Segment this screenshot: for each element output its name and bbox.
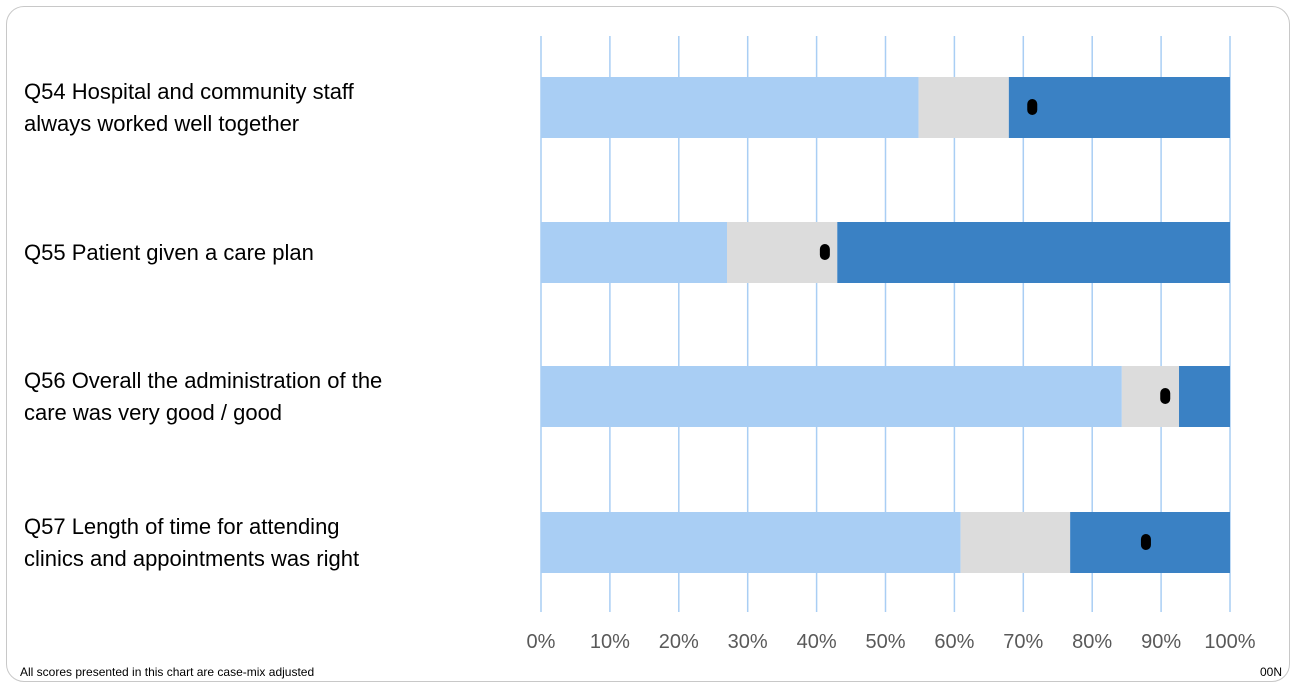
category-label-0: Q54 Hospital and community staff always …: [24, 78, 354, 136]
chart-code: 00N: [1259, 665, 1282, 679]
x-tick-label-8: 80%: [1072, 631, 1112, 653]
category-label-3: Q57 Length of time for attending clinics…: [24, 513, 360, 571]
x-tick-label-1: 10%: [590, 631, 630, 653]
marker-q1: [819, 244, 830, 260]
x-tick-label-4: 40%: [797, 631, 837, 653]
bar-q3-seg0: [541, 512, 961, 573]
bar-q2-seg1: [1121, 366, 1180, 427]
bar-q2-seg2: [1179, 366, 1230, 427]
x-tick-label-7: 70%: [1003, 631, 1043, 653]
x-tick-label-0: 0%: [527, 631, 556, 653]
x-tick-label-2: 20%: [659, 631, 699, 653]
x-tick-label-9: 90%: [1141, 631, 1181, 653]
bar-q0-seg2: [1008, 77, 1230, 138]
x-tick-label-3: 30%: [728, 631, 768, 653]
bar-q3-seg1: [960, 512, 1071, 573]
category-label-2: Q56 Overall the administration of the ca…: [24, 367, 383, 425]
category-label-1: Q55 Patient given a care plan: [24, 239, 314, 265]
x-axis-ticks: 0% 10% 20% 30% 40% 50% 60% 70% 80% 90% 100%: [527, 631, 1256, 653]
marker-q3: [1140, 534, 1151, 550]
markers: [819, 99, 1171, 550]
bar-q1-seg1: [727, 222, 838, 283]
bar-q1-seg2: [837, 222, 1230, 283]
bar-q0-seg0: [541, 77, 919, 138]
bar-q0-seg1: [918, 77, 1009, 138]
marker-q0: [1027, 99, 1038, 115]
x-tick-label-10: 100%: [1204, 631, 1255, 653]
footnote: All scores presented in this chart are c…: [20, 665, 315, 679]
bar-q2-seg0: [541, 366, 1122, 427]
x-tick-label-5: 50%: [865, 631, 905, 653]
bar-q1-seg0: [541, 222, 728, 283]
marker-q2: [1160, 388, 1171, 404]
bars: [541, 77, 1230, 573]
x-tick-label-6: 60%: [934, 631, 974, 653]
